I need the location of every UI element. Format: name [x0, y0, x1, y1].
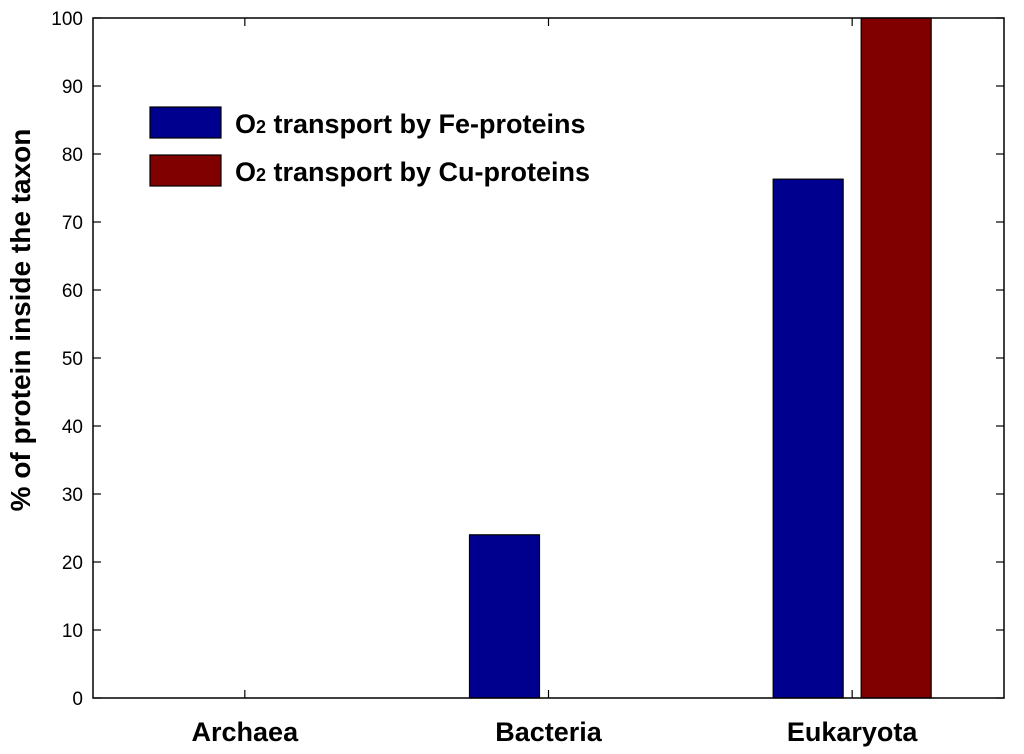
- x-category-label: Eukaryota: [787, 717, 919, 747]
- y-tick-label: 0: [72, 689, 83, 710]
- y-tick-label: 90: [62, 77, 83, 98]
- y-tick-label: 60: [62, 281, 83, 302]
- y-tick-label: 30: [62, 485, 83, 506]
- x-axis-ticks: Archaea Bacteria Eukaryota: [192, 18, 919, 747]
- legend: O2 transport by Fe-proteins O2 transport …: [149, 106, 590, 187]
- legend-label-1: O2 transport by Fe-proteins: [235, 109, 586, 139]
- x-category-label: Bacteria: [495, 717, 603, 747]
- bar-bacteria-series-1: [468, 534, 541, 699]
- bar-eukaryota-series-2: [860, 17, 932, 699]
- legend-label-2: O2 transport by Cu-proteins: [235, 157, 590, 187]
- y-axis-ticks: 0 10 20 30 40 50 60 70 80 90 100: [51, 9, 1004, 710]
- y-axis-label: % of protein inside the taxon: [5, 129, 36, 512]
- y-tick-label: 50: [62, 349, 83, 370]
- y-tick-label: 80: [62, 145, 83, 166]
- plot-frame: [92, 17, 1005, 699]
- y-tick-label: 100: [51, 9, 83, 30]
- x-category-label: Archaea: [192, 717, 300, 747]
- legend-swatch-2: [149, 154, 222, 187]
- y-tick-label: 70: [62, 213, 83, 234]
- y-tick-label: 10: [62, 621, 83, 642]
- bar-eukaryota-series-1: [772, 178, 844, 699]
- legend-swatch-1: [149, 106, 222, 139]
- bars: [468, 17, 932, 699]
- y-tick-label: 40: [62, 417, 83, 438]
- y-tick-label: 20: [62, 553, 83, 574]
